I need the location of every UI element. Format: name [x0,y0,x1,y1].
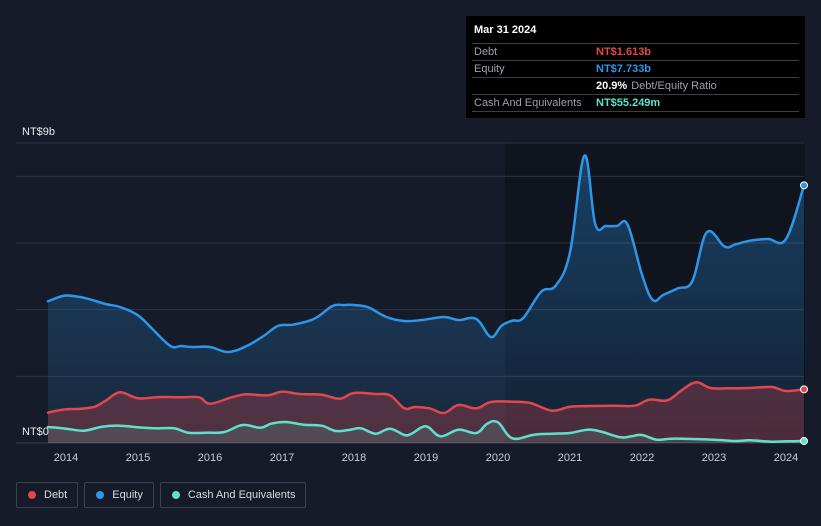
y-axis-bottom-label: NT$0 [22,426,49,438]
tooltip-row-ratio: 20.9% Debt/Equity Ratio [472,77,799,94]
x-tick-label: 2014 [54,452,78,464]
cash-line [46,419,806,443]
y-axis-top-label: NT$9b [22,126,55,138]
x-tick-label: 2017 [270,452,294,464]
x-tick-label: 2021 [558,452,582,464]
tooltip-cash-label: Cash And Equivalents [474,97,582,109]
x-tick-label: 2024 [774,452,798,464]
legend-item-cash[interactable]: Cash And Equivalents [159,482,307,508]
legend-equity-label: Equity [112,489,143,501]
legend-debt-label: Debt [44,489,68,501]
legend-item-debt[interactable]: Debt [16,482,79,508]
legend-cash-dot-icon [171,491,180,499]
x-tick-label: 2015 [126,452,150,464]
tooltip-date: Mar 31 2024 [474,24,537,36]
data-tooltip: Mar 31 2024 Debt NT$1.613b Equity NT$7.7… [466,16,805,118]
series-lines [46,154,806,443]
tooltip-bottom-rule [472,111,799,112]
tooltip-row-equity: Equity NT$7.733b [472,60,799,77]
tooltip-equity-label: Equity [474,63,505,75]
end-markers [800,181,808,445]
x-tick-label: 2020 [486,452,510,464]
legend-item-equity[interactable]: Equity [84,482,154,508]
tooltip-row-debt: Debt NT$1.613b [472,43,799,60]
legend-debt-dot-icon [28,491,36,499]
legend-cash-label: Cash And Equivalents [187,489,296,501]
x-tick-label: 2023 [702,452,726,464]
x-tick-label: 2022 [630,452,654,464]
x-tick-label: 2018 [342,452,366,464]
chart-legend: Debt Equity Cash And Equivalents [16,482,307,508]
equity-end-point [800,181,808,190]
tooltip-ratio-spacer [472,78,596,94]
legend-equity-dot-icon [96,491,105,499]
cash-end-point [800,437,808,445]
debt-end-point [800,385,808,394]
tooltip-debt-value: NT$1.613b [596,46,652,58]
axis-labels: NT$9b NT$0 2014 2015 2016 2017 2018 2019 2020 202… [22,126,798,464]
tooltip-cash-value: NT$55.249m [596,97,661,109]
x-tick-label: 2016 [198,452,222,464]
debt-line [46,381,806,415]
equity-line [46,154,806,354]
x-tick-label: 2019 [414,452,438,464]
tooltip-debt-label: Debt [474,46,498,58]
tooltip-ratio-value: 20.9% [596,80,628,92]
tooltip-row-cash: Cash And Equivalents NT$55.249m [472,94,799,111]
tooltip-equity-value: NT$7.733b [596,63,652,75]
tooltip-ratio-label: Debt/Equity Ratio [631,80,717,92]
